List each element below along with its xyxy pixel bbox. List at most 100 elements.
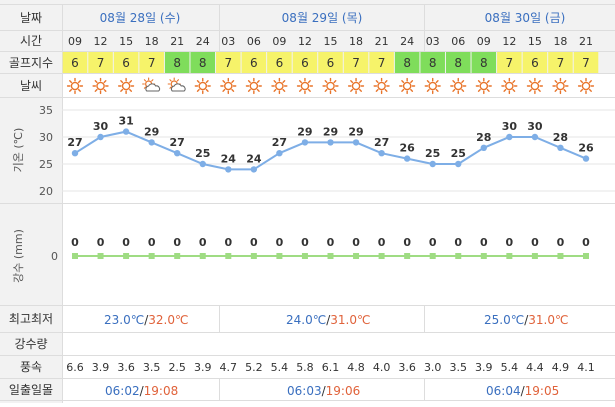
rainfall-value-label: 0 — [301, 236, 309, 249]
wind-speed-value: 3.6 — [398, 361, 416, 374]
wind-speed-value: 3.0 — [424, 361, 442, 374]
temperature-value-label: 26 — [578, 142, 594, 155]
sunset-1: 19:08 — [144, 384, 179, 398]
sun-icon — [373, 77, 390, 95]
golf-index-value: 6 — [531, 56, 539, 70]
temperature-point — [122, 128, 130, 135]
rain-axis-tick: 0 — [51, 250, 58, 263]
rainfall-value-label: 0 — [403, 236, 411, 249]
hour-label: 09 — [477, 35, 491, 48]
row-label-precip: 강수량 — [14, 337, 47, 351]
rainfall-point — [97, 253, 104, 259]
sun-separator-2: / — [322, 384, 327, 398]
min-temp-2: 24.0℃ — [286, 313, 326, 327]
sun-icon — [424, 77, 441, 95]
golf-index-cell — [522, 52, 548, 73]
rainfall-value-label: 0 — [582, 236, 590, 249]
day-header-2: 08월 29일 (목) — [282, 11, 363, 25]
rainfall-value-label: 0 — [148, 236, 156, 249]
sun-icon — [296, 77, 314, 95]
sun-separator-1: / — [140, 384, 145, 398]
minmax-separator-1: / — [144, 313, 149, 327]
temperature-value-label: 28 — [553, 131, 568, 144]
temperature-value-label: 31 — [118, 115, 133, 128]
wind-speed-value: 5.4 — [501, 361, 519, 374]
max-temp-2: 31.0℃ — [330, 313, 370, 327]
golf-index-value: 7 — [148, 56, 156, 70]
temperature-value-label: 28 — [476, 131, 491, 144]
golf-index-cell — [369, 52, 394, 73]
rainfall-point — [557, 253, 564, 259]
wind-speed-value: 2.5 — [168, 361, 186, 374]
sun-icon — [347, 77, 365, 95]
golf-index-cell — [471, 52, 497, 73]
rainfall-point — [429, 253, 436, 259]
golf-index-value: 7 — [378, 56, 386, 70]
golf-index-value: 8 — [480, 56, 488, 70]
temperature-point — [301, 139, 309, 146]
temperature-value-label: 25 — [195, 147, 210, 160]
rain-axis-label: 강수 (mm) — [12, 229, 25, 283]
sun-icon — [501, 77, 518, 95]
sun-icon — [475, 77, 492, 95]
sun-icon — [399, 77, 416, 95]
sun-icon — [526, 77, 543, 95]
hour-label: 12 — [94, 35, 108, 48]
golf-index-value: 7 — [506, 56, 514, 70]
row-label-golf-index: 골프지수 — [9, 56, 53, 70]
temperature-value-label: 26 — [399, 142, 415, 155]
temperature-point — [174, 150, 181, 157]
wind-speed-value: 4.4 — [526, 361, 544, 374]
row-label-date: 날짜 — [20, 11, 42, 25]
temperature-point — [225, 166, 232, 173]
sun-icon — [552, 77, 569, 95]
max-temp-1: 32.0℃ — [148, 313, 188, 327]
sun-icon — [450, 77, 467, 95]
rainfall-point — [583, 253, 589, 259]
rainfall-point — [301, 253, 308, 259]
rainfall-value-label: 0 — [250, 236, 258, 249]
rainfall-value-label: 0 — [557, 236, 565, 249]
temperature-value-label: 25 — [425, 147, 440, 160]
golf-index-cell — [420, 52, 445, 73]
golf-index-value: 6 — [71, 56, 79, 70]
rainfall-point — [378, 253, 385, 259]
rainfall-point — [506, 253, 513, 259]
temp-axis-tick: 35 — [39, 104, 53, 117]
sun-icon — [92, 77, 109, 95]
sunrise-1: 06:02 — [105, 384, 140, 398]
rainfall-point — [480, 253, 487, 259]
sunrise-2: 06:03 — [287, 384, 322, 398]
partly-cloudy-icon — [167, 77, 186, 92]
rainfall-point — [353, 253, 360, 259]
hour-label: 24 — [400, 35, 414, 48]
temperature-value-label: 27 — [374, 136, 389, 149]
wind-speed-value: 4.0 — [373, 361, 391, 374]
golf-index-value: 6 — [276, 56, 284, 70]
hour-label: 18 — [553, 35, 567, 48]
wind-speed-value: 4.9 — [552, 361, 570, 374]
sun-icon — [194, 77, 211, 95]
rainfall-point — [199, 253, 206, 259]
temperature-value-label: 30 — [527, 120, 543, 133]
sun-icon — [271, 77, 288, 95]
temperature-value-label: 29 — [348, 125, 363, 138]
wind-speed-value: 3.9 — [92, 361, 110, 374]
temp-axis-tick: 20 — [39, 185, 53, 198]
partly-cloudy-icon — [142, 77, 161, 92]
wind-speed-value: 3.5 — [450, 361, 468, 374]
rainfall-value-label: 0 — [352, 236, 360, 249]
row-label-wind: 풍속 — [20, 360, 42, 374]
golf-index-value: 7 — [97, 56, 105, 70]
hour-label: 24 — [196, 35, 210, 48]
hour-label: 15 — [324, 35, 338, 48]
hour-label: 18 — [349, 35, 363, 48]
temperature-value-label: 29 — [297, 125, 312, 138]
rainfall-point — [250, 253, 257, 259]
sun-icon — [245, 77, 262, 95]
rainfall-value-label: 0 — [199, 236, 207, 249]
minmax-day-3: 25.0℃/31.0℃ — [484, 313, 568, 327]
row-label-weather: 날씨 — [20, 79, 42, 93]
temperature-value-label: 29 — [323, 125, 338, 138]
